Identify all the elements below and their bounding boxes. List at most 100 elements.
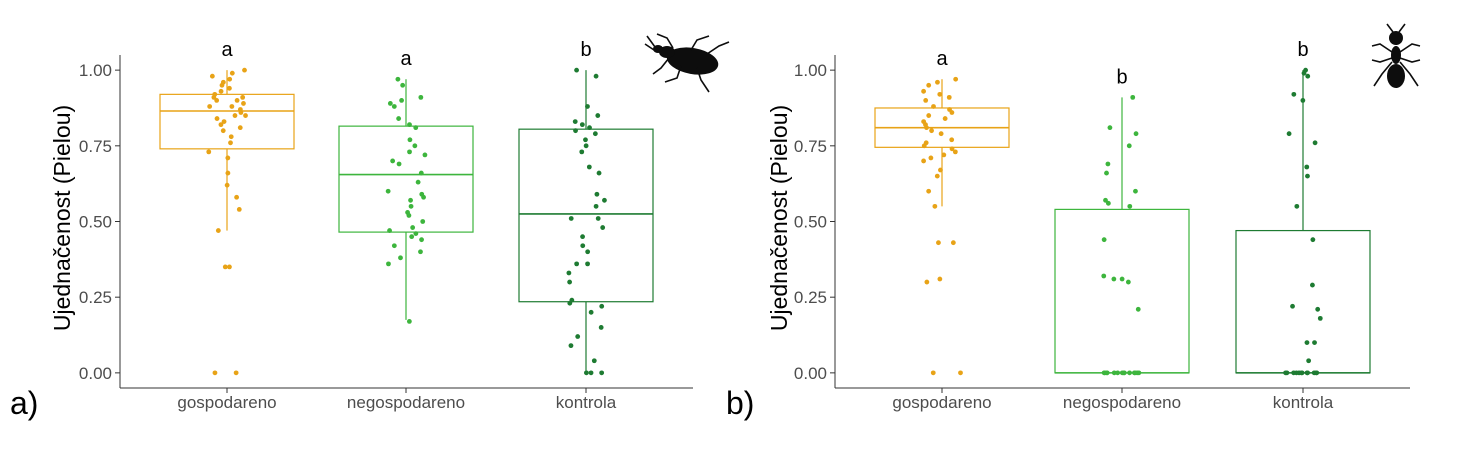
data-point (932, 203, 938, 209)
data-point (1298, 370, 1304, 376)
data-point (1136, 370, 1142, 376)
beetle-icon (644, 33, 730, 93)
data-point (591, 358, 597, 364)
data-point (221, 119, 227, 124)
significance-letter: b (1297, 39, 1308, 61)
data-point (1305, 73, 1311, 79)
data-point (1105, 161, 1111, 167)
data-point (585, 261, 590, 267)
x-tick-label: kontrola (1273, 393, 1334, 412)
data-point (420, 219, 426, 224)
data-point (567, 279, 573, 285)
y-tick-label: 0.00 (794, 364, 827, 383)
data-point (405, 210, 410, 215)
data-point (1119, 370, 1125, 376)
data-point (588, 309, 594, 315)
data-point (938, 167, 943, 173)
data-point (1303, 67, 1308, 73)
y-tick-label: 0.75 (79, 137, 112, 156)
data-point (410, 225, 416, 230)
data-point (1315, 306, 1321, 312)
data-point (419, 237, 424, 243)
data-point (227, 85, 232, 91)
data-point (575, 334, 581, 339)
data-point (953, 76, 959, 82)
data-point (408, 197, 413, 203)
y-axis-title: Ujednačenost (Pielou) (766, 105, 792, 331)
data-point (1101, 237, 1107, 243)
x-tick-label: gospodareno (892, 393, 991, 412)
data-point (1305, 370, 1310, 376)
data-point (215, 228, 221, 233)
data-point (1317, 315, 1323, 321)
data-point (596, 170, 602, 176)
data-point (1101, 273, 1107, 279)
data-point (408, 203, 414, 209)
data-point (220, 79, 226, 85)
panel-label: b) (726, 385, 754, 421)
data-point (595, 216, 601, 221)
data-point (583, 143, 589, 149)
data-point (585, 104, 590, 109)
x-tick-label: negospodareno (1063, 393, 1181, 412)
data-point (1310, 282, 1315, 288)
data-point (418, 170, 424, 176)
ant-icon (1371, 23, 1421, 88)
data-point (572, 119, 578, 124)
data-point (926, 82, 932, 88)
data-point (1314, 370, 1320, 376)
data-point (923, 140, 929, 146)
plot-area: 0.00 0.25 0.50 0.75 1.00 gospodareno a negospod… (79, 39, 693, 412)
data-point (1127, 370, 1132, 376)
data-point (585, 249, 591, 255)
data-point (579, 149, 585, 155)
data-point (214, 116, 220, 121)
data-point (240, 94, 246, 100)
data-point (386, 261, 391, 267)
data-point (568, 343, 574, 349)
data-point (225, 170, 231, 176)
data-point (586, 164, 592, 170)
data-point (947, 107, 952, 112)
data-point (418, 249, 423, 255)
data-point (1290, 303, 1295, 309)
data-point (387, 101, 393, 106)
significance-letter: b (1116, 66, 1127, 88)
data-point (387, 228, 392, 233)
data-point (573, 128, 578, 134)
y-tick-label: 0.50 (79, 213, 112, 232)
data-point (599, 370, 605, 376)
data-point (1286, 131, 1292, 137)
data-point (418, 94, 424, 100)
data-point (236, 206, 242, 212)
data-point (942, 116, 948, 121)
data-point (227, 264, 232, 270)
y-tick-label: 0.00 (79, 364, 112, 383)
y-tick-label: 1.00 (794, 61, 827, 80)
data-point (242, 67, 247, 73)
data-point (928, 155, 934, 161)
data-point (1283, 370, 1289, 376)
data-point (218, 122, 224, 128)
data-point (413, 125, 419, 131)
data-point (923, 98, 929, 103)
data-point (1111, 276, 1117, 282)
data-point (407, 149, 412, 155)
data-point (599, 303, 605, 309)
significance-letter: a (936, 48, 948, 70)
data-point (237, 125, 243, 131)
significance-letter: b (580, 39, 591, 61)
data-point (390, 158, 396, 164)
data-point (584, 370, 589, 376)
data-point (1125, 279, 1131, 285)
data-point (409, 234, 415, 240)
data-point (206, 149, 212, 155)
data-point (396, 116, 402, 121)
data-point (1107, 125, 1113, 131)
data-point (587, 125, 592, 131)
data-point (600, 225, 606, 230)
data-point (593, 73, 599, 79)
x-tick-label: gospodareno (177, 393, 276, 412)
data-point (209, 73, 215, 79)
